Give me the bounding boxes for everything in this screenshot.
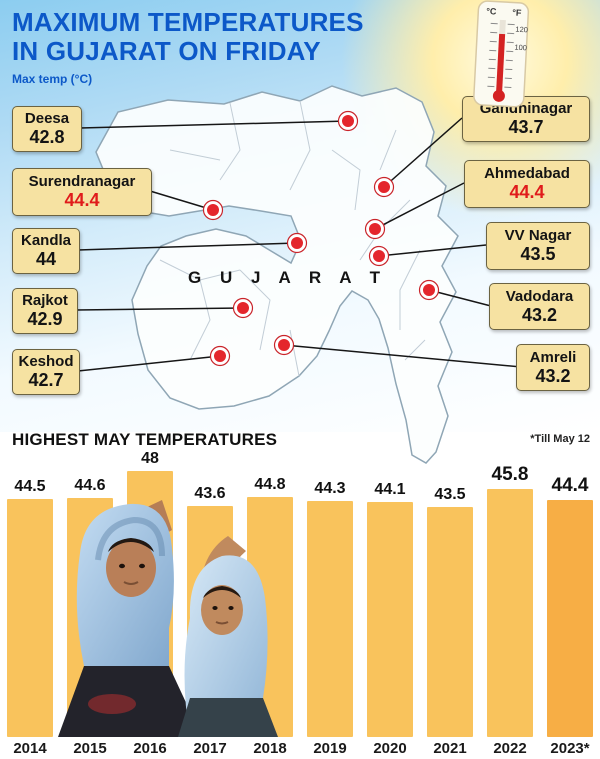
- bar-value-2016: 48: [141, 450, 159, 467]
- woman-right: [178, 536, 278, 737]
- city-temp-vadodara: 43.2: [521, 304, 558, 325]
- city-label-amreli: Amreli 43.2: [516, 344, 590, 391]
- thermometer-ticks: [487, 22, 515, 89]
- thermometer-bulb: [492, 89, 505, 102]
- bar-2019: [307, 501, 353, 737]
- map-marker-vv-nagar: [373, 250, 385, 262]
- thermometer-mercury: [496, 33, 506, 95]
- page-title-line2: IN GUJARAT ON FRIDAY: [12, 36, 321, 67]
- bar-2021: [427, 507, 473, 737]
- map-marker-vadodara: [423, 284, 435, 296]
- map-marker-keshod: [214, 350, 226, 362]
- bar-value-2019: 44.3: [314, 480, 346, 497]
- city-label-vv-nagar: VV Nagar 43.5: [486, 222, 590, 270]
- bar-value-2020: 44.1: [374, 481, 406, 498]
- max-temp-unit-label: Max temp (°C): [12, 72, 93, 87]
- thermometer-tick-120: 120: [515, 25, 528, 35]
- bar-year-2021: 2021: [433, 740, 467, 757]
- bar-value-2015: 44.6: [74, 477, 106, 494]
- bar-year-2019: 2019: [313, 740, 347, 757]
- thermometer-unit-f: °F: [512, 7, 522, 17]
- bar-value-2023: 44.4: [551, 475, 589, 496]
- city-name-deesa: Deesa: [24, 110, 70, 128]
- city-name-ahmedabad: Ahmedabad: [484, 165, 570, 183]
- thermometer-unit-c: °C: [486, 6, 497, 17]
- leader-line-amreli: [283, 344, 517, 368]
- city-label-ahmedabad: Ahmedabad 44.4: [464, 160, 590, 208]
- leader-line-rajkot: [75, 307, 244, 311]
- bar-value-2021: 43.5: [434, 486, 466, 503]
- city-name-keshod: Keshod: [18, 353, 74, 371]
- header: MAXIMUM TEMPERATURES IN GUJARAT ON FRIDA…: [12, 7, 364, 87]
- city-temp-vv-nagar: 43.5: [520, 244, 556, 265]
- city-temp-kandla: 44: [35, 249, 57, 270]
- page-title-line1: MAXIMUM TEMPERATURES: [12, 7, 364, 37]
- chart-title: HIGHEST MAY TEMPERATURES: [12, 430, 278, 449]
- leader-line-surendranagar: [149, 190, 214, 211]
- leader-line-kandla: [77, 242, 298, 251]
- photo-women-scarves: [58, 500, 278, 737]
- leader-line-vadodara: [428, 289, 490, 307]
- bar-2020: [367, 502, 413, 737]
- gujarat-outline: [95, 85, 459, 464]
- bar-year-2016: 2016: [133, 740, 167, 757]
- leader-line-gandhinagar: [383, 117, 463, 188]
- leader-line-ahmedabad: [374, 182, 465, 230]
- bar-value-2014: 44.5: [14, 478, 46, 495]
- city-temp-amreli: 43.2: [535, 365, 571, 386]
- map-marker-kandla: [291, 237, 303, 249]
- bar-2023: [547, 500, 593, 737]
- city-temp-gandhinagar: 43.7: [508, 117, 544, 138]
- bar-year-2022: 2022: [493, 740, 527, 757]
- bar-value-2018: 44.8: [254, 476, 286, 493]
- chart-footnote: *Till May 12: [530, 433, 590, 445]
- leader-line-vv-nagar: [378, 244, 487, 257]
- thermometer-icon: °C °F 120 100: [473, 0, 530, 108]
- city-label-kandla: Kandla 44: [12, 228, 80, 274]
- gujarat-map: G U J A R A T: [75, 85, 517, 464]
- city-name-rajkot: Rajkot: [22, 292, 68, 310]
- bar-year-2018: 2018: [253, 740, 287, 757]
- city-name-amreli: Amreli: [529, 348, 577, 366]
- map-marker-surendranagar: [207, 204, 219, 216]
- bar-year-2020: 2020: [373, 740, 407, 757]
- city-name-kandla: Kandla: [20, 232, 71, 250]
- map-marker-gandhinagar: [378, 181, 390, 193]
- city-temp-rajkot: 42.9: [27, 309, 63, 330]
- city-label-vadodara: Vadodara 43.2: [489, 283, 590, 330]
- bar-year-2014: 2014: [13, 740, 47, 757]
- city-label-keshod: Keshod 42.7: [12, 349, 80, 395]
- district-borders: [159, 100, 426, 377]
- map-marker-rajkot: [237, 302, 249, 314]
- bar-year-2023: 2023*: [550, 740, 590, 757]
- map-marker-deesa: [342, 115, 354, 127]
- city-temp-keshod: 42.7: [28, 370, 64, 391]
- leader-line-deesa: [79, 120, 349, 129]
- leader-line-keshod: [77, 355, 221, 372]
- city-name-vadodara: Vadodara: [505, 287, 574, 305]
- city-label-deesa: Deesa 42.8: [12, 106, 82, 152]
- city-temp-surendranagar: 44.4: [64, 190, 100, 211]
- city-label-surendranagar: Surendranagar 44.4: [12, 168, 152, 216]
- city-name-surendranagar: Surendranagar: [28, 173, 136, 191]
- bar-value-2017: 43.6: [194, 485, 226, 502]
- bar-value-2022: 45.8: [491, 464, 529, 485]
- bar-2022: [487, 489, 533, 737]
- thermometer-tick-100: 100: [514, 43, 527, 53]
- city-temp-deesa: 42.8: [29, 127, 65, 148]
- map-region-label: G U J A R A T: [188, 268, 387, 287]
- woman-left: [58, 500, 202, 737]
- bar-year-2017: 2017: [193, 740, 227, 757]
- bar-year-2015: 2015: [73, 740, 107, 757]
- bar-2014: [7, 499, 53, 737]
- map-marker-ahmedabad: [369, 223, 381, 235]
- city-temp-ahmedabad: 44.4: [509, 182, 545, 203]
- map-marker-amreli: [278, 339, 290, 351]
- map-annotations: [75, 110, 517, 372]
- city-label-rajkot: Rajkot 42.9: [12, 288, 78, 334]
- city-name-vv-nagar: VV Nagar: [504, 227, 572, 245]
